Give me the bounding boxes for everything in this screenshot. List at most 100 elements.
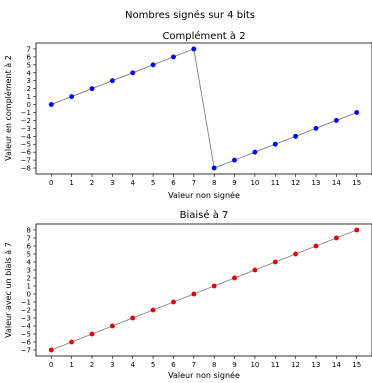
data-point <box>89 86 95 92</box>
x-tick-label: 8 <box>212 179 216 187</box>
x-tick-label: 9 <box>232 361 236 369</box>
y-tick-label: 6 <box>27 53 32 61</box>
chart-title: Complément à 2 <box>162 30 245 42</box>
x-tick-label: 4 <box>130 179 135 187</box>
x-tick-label: 6 <box>171 179 176 187</box>
y-tick-label: −4 <box>21 323 32 331</box>
x-tick-label: 13 <box>312 179 321 187</box>
data-point <box>69 94 75 100</box>
y-tick-label: 5 <box>27 61 31 69</box>
x-tick-label: 10 <box>250 361 259 369</box>
x-tick-label: 3 <box>110 179 114 187</box>
y-tick-label: −3 <box>21 125 31 133</box>
series-line <box>51 229 357 351</box>
x-tick-label: 0 <box>49 179 53 187</box>
x-tick-label: 11 <box>271 179 280 187</box>
x-tick-label: 15 <box>352 179 361 187</box>
data-point <box>293 133 299 139</box>
y-tick-label: −6 <box>21 149 32 157</box>
x-tick-label: 5 <box>151 361 155 369</box>
data-point <box>48 102 54 107</box>
data-point <box>313 243 319 249</box>
x-ticks: 0 1 2 3 4 5 6 7 8 9 10 11 12 13 14 15 <box>49 174 361 187</box>
y-tick-label: −1 <box>21 299 31 307</box>
x-tick-label: 12 <box>291 361 300 369</box>
x-tick-label: 8 <box>212 361 216 369</box>
plot-frame <box>35 42 372 175</box>
y-tick-label: 1 <box>27 93 31 101</box>
y-tick-label: −2 <box>21 117 31 125</box>
x-tick-label: 9 <box>232 179 236 187</box>
y-tick-label: −7 <box>21 347 31 355</box>
series-markers <box>48 227 360 353</box>
x-tick-label: 14 <box>332 179 341 187</box>
figure-title: Nombres signés sur 4 bits <box>125 9 255 21</box>
data-point <box>211 165 217 171</box>
y-axis-label: Valeur avec un biais à 7 <box>4 242 13 338</box>
series-line <box>51 48 357 169</box>
y-tick-label: 5 <box>27 251 31 259</box>
x-axis-label: Valeur non signée <box>168 370 240 380</box>
x-tick-label: 5 <box>151 179 155 187</box>
data-point <box>232 275 237 281</box>
chart-biased-7: Biaisé à 7 0 1 2 3 4 5 6 7 8 9 10 11 12 13 14 15 −7−6−5… <box>4 209 372 380</box>
chart-title: Biaisé à 7 <box>180 209 229 221</box>
y-tick-label: −4 <box>21 133 32 141</box>
x-tick-label: 6 <box>171 361 176 369</box>
y-tick-label: 7 <box>27 45 31 53</box>
data-point <box>272 259 278 265</box>
y-tick-label: 7 <box>27 235 31 243</box>
x-tick-label: 1 <box>69 179 73 187</box>
y-tick-label: 2 <box>27 85 31 93</box>
data-point <box>69 339 75 345</box>
data-point <box>191 291 197 297</box>
y-tick-label: −5 <box>21 331 31 339</box>
x-tick-label: 12 <box>291 179 300 187</box>
data-point <box>171 299 176 305</box>
y-tick-label: −7 <box>21 157 31 165</box>
y-tick-label: −3 <box>21 315 31 323</box>
x-tick-label: 7 <box>192 179 196 187</box>
x-tick-label: 2 <box>90 361 94 369</box>
y-tick-label: 4 <box>27 259 32 267</box>
data-point <box>150 307 156 313</box>
data-point <box>130 70 136 76</box>
data-point <box>150 62 156 68</box>
x-ticks: 0 1 2 3 4 5 6 7 8 9 10 11 12 13 14 15 <box>49 356 361 369</box>
data-point <box>130 315 136 321</box>
data-point <box>89 331 95 337</box>
y-tick-label: 2 <box>27 275 31 283</box>
data-point <box>211 283 217 289</box>
data-point <box>354 110 360 115</box>
data-point <box>293 251 299 257</box>
data-point <box>354 227 360 233</box>
x-tick-label: 1 <box>69 361 73 369</box>
data-point <box>252 267 258 273</box>
y-tick-label: −8 <box>21 165 31 173</box>
x-tick-label: 15 <box>352 361 361 369</box>
y-tick-label: 6 <box>27 243 32 251</box>
y-tick-label: −6 <box>21 339 32 347</box>
x-tick-label: 14 <box>332 361 341 369</box>
data-point <box>313 125 319 131</box>
x-tick-label: 0 <box>49 361 53 369</box>
series-markers <box>48 46 360 171</box>
data-point <box>109 78 115 84</box>
y-tick-label: 3 <box>27 267 31 275</box>
x-tick-label: 10 <box>250 179 259 187</box>
x-tick-label: 7 <box>192 361 196 369</box>
data-point <box>109 323 115 329</box>
x-axis-label: Valeur non signée <box>168 190 240 200</box>
data-point <box>333 235 339 241</box>
y-tick-label: 0 <box>27 291 31 299</box>
y-tick-label: 8 <box>27 227 31 235</box>
data-point <box>232 157 237 163</box>
chart-complement-2: Complément à 2 0 1 2 3 4 5 6 7 8 9 10 11 12 13 14 15 −8… <box>3 30 372 200</box>
data-point <box>272 141 278 147</box>
y-tick-label: −1 <box>21 109 31 117</box>
plot-frame <box>35 223 372 357</box>
y-tick-label: −2 <box>21 307 31 315</box>
